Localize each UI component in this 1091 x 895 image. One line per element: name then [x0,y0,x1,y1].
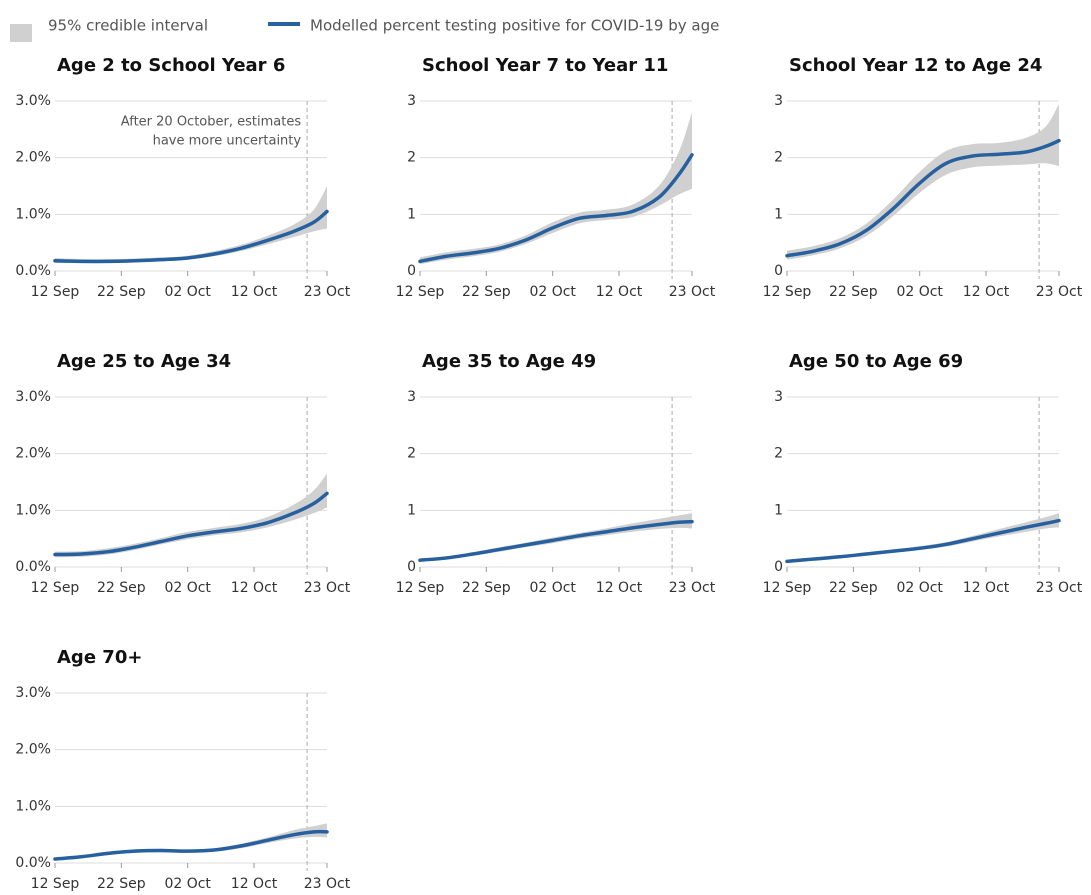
y-tick-label: 1.0% [15,206,51,222]
line [418,519,694,562]
y-tick-label: 0.0% [15,855,51,871]
panel-title: School Year 7 to Year 11 [422,55,668,76]
x-tick-label: 12 Sep [396,284,445,300]
x-tick-label: 12 Oct [963,284,1010,300]
x-tick-label: 22 Sep [462,284,511,300]
y-tick-label: 0 [407,559,416,575]
x-tick-label: 22 Sep [829,580,878,596]
credible-interval [420,513,692,562]
x-tick-label: 12 Oct [963,580,1010,596]
legend-label: 95% credible interval [48,17,208,35]
y-tick-label: 2 [774,150,783,166]
x-tick-label: 02 Oct [529,580,576,596]
x-tick-label: 12 Oct [231,580,278,596]
y-tick-label: 0 [774,263,783,279]
line [53,829,329,861]
y-tick-label: 1 [774,206,783,222]
y-tick-label: 0 [774,559,783,575]
x-tick-label: 12 Sep [763,580,812,596]
x-tick-label: 22 Sep [829,284,878,300]
y-tick-label: 2.0% [15,150,51,166]
panel-title: School Year 12 to Age 24 [789,55,1042,76]
x-tick-label: 12 Oct [231,876,278,892]
x-tick-label: 22 Sep [462,580,511,596]
y-tick-label: 0 [407,263,416,279]
x-tick-label: 22 Sep [97,580,146,596]
x-tick-label: 12 Sep [31,284,80,300]
y-tick-label: 2.0% [15,742,51,758]
x-tick-label: 12 Sep [31,876,80,892]
line [785,518,1061,564]
x-tick-label: 12 Oct [596,284,643,300]
x-tick-label: 22 Sep [97,876,146,892]
y-tick-label: 2 [407,446,416,462]
x-tick-label: 02 Oct [164,580,211,596]
y-tick-label: 2 [407,150,416,166]
y-tick-label: 1 [407,206,416,222]
y-tick-label: 0.0% [15,263,51,279]
y-tick-label: 3.0% [15,93,51,109]
x-tick-label: 02 Oct [164,876,211,892]
x-tick-label: 23 Oct [1036,580,1083,596]
annotation: have more uncertainty [153,134,302,149]
y-tick-label: 3 [407,93,416,109]
panel-title: Age 70+ [57,647,142,668]
legend-label: Modelled percent testing positive for CO… [310,17,719,35]
panel-title: Age 35 to Age 49 [422,351,596,372]
x-tick-label: 22 Sep [97,284,146,300]
y-tick-label: 2.0% [15,446,51,462]
y-tick-label: 1.0% [15,502,51,518]
credible-interval [55,473,327,558]
x-tick-label: 12 Sep [31,580,80,596]
panel-title: Age 2 to School Year 6 [57,55,285,76]
line [53,491,329,557]
x-tick-label: 23 Oct [304,284,351,300]
y-tick-label: 3.0% [15,389,51,405]
x-tick-label: 12 Sep [396,580,445,596]
credible-interval [787,513,1059,563]
line [53,209,329,264]
x-tick-label: 12 Oct [596,580,643,596]
y-tick-label: 1 [407,502,416,518]
x-tick-label: 02 Oct [896,284,943,300]
x-tick-label: 12 Sep [763,284,812,300]
x-tick-label: 02 Oct [529,284,576,300]
x-tick-label: 23 Oct [669,284,716,300]
x-tick-label: 02 Oct [896,580,943,596]
credible-interval [55,186,327,264]
y-tick-label: 2 [774,446,783,462]
y-tick-label: 3 [774,93,783,109]
x-tick-label: 23 Oct [304,580,351,596]
x-tick-label: 12 Oct [231,284,278,300]
y-tick-label: 0.0% [15,559,51,575]
x-tick-label: 23 Oct [304,876,351,892]
panel-title: Age 25 to Age 34 [57,351,231,372]
y-tick-label: 1 [774,502,783,518]
line [785,138,1061,258]
x-tick-label: 23 Oct [1036,284,1083,300]
y-tick-label: 3 [774,389,783,405]
x-tick-label: 02 Oct [164,284,211,300]
y-tick-label: 3 [407,389,416,405]
x-tick-label: 23 Oct [669,580,716,596]
y-tick-label: 3.0% [15,685,51,701]
line [418,153,694,264]
y-tick-label: 1.0% [15,798,51,814]
annotation: After 20 October, estimates [121,115,302,130]
legend-band-swatch [10,24,32,42]
panel-title: Age 50 to Age 69 [789,351,963,372]
credible-interval [420,112,692,265]
